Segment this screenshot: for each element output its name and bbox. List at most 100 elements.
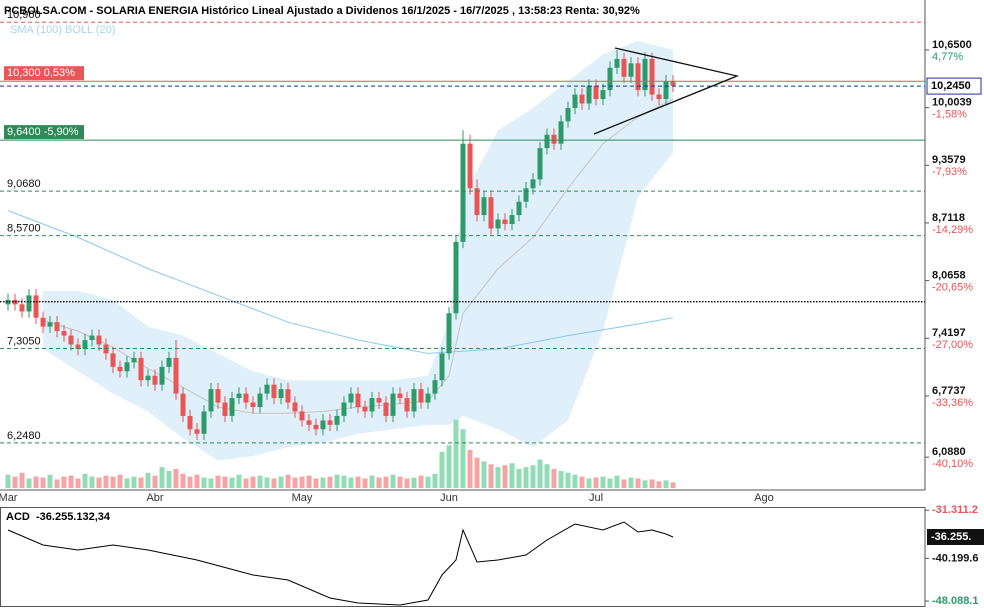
volume-bar (376, 477, 382, 488)
overlay: 10,960 10,300 0,53% 10,2450 9,6400 -5,90% 9,… (0, 9, 984, 607)
candle-body (481, 197, 487, 216)
candle-body (509, 215, 515, 225)
y-tick-change: 4,77% (932, 51, 963, 63)
volume-bar (551, 469, 557, 488)
candle-body (145, 375, 151, 381)
candle-body (453, 241, 459, 314)
candle-body (313, 424, 319, 430)
volume-bar (103, 475, 109, 488)
acd-border (0, 507, 926, 607)
candle-body (418, 389, 424, 403)
volume-bar (320, 477, 326, 488)
candle-body (670, 81, 676, 86)
candle-body (488, 197, 494, 229)
candle-body (47, 322, 53, 327)
candle-body (432, 380, 438, 394)
candle-body (5, 299, 11, 305)
bollinger-mid (42, 98, 674, 414)
volume-bar (656, 481, 662, 488)
candle-body (243, 393, 249, 403)
x-tick-label: Ago (754, 492, 774, 504)
volume-bar (68, 475, 74, 488)
candle-body (82, 340, 88, 349)
candle-body (635, 63, 641, 91)
volume-bar (614, 475, 620, 488)
candle-body (68, 335, 74, 345)
candle-body (166, 357, 172, 367)
candle-body (537, 148, 543, 180)
candle-body (180, 393, 186, 416)
volume-bar (12, 476, 18, 488)
candle-body (383, 402, 389, 416)
candle-body (523, 188, 529, 202)
candle-body (579, 94, 585, 104)
candle-body (397, 393, 403, 399)
volume-bar (243, 478, 249, 488)
candle-body (607, 67, 613, 91)
y-tick-change: -20,65% (932, 282, 973, 294)
candle-body (117, 366, 123, 372)
candle-body (649, 58, 655, 95)
volume-bar (124, 478, 130, 488)
volume-bar (117, 474, 123, 488)
candle-body (516, 201, 522, 216)
level-label: 6,2480 (7, 430, 41, 442)
candle-body (600, 90, 606, 100)
volume-bar (411, 477, 417, 488)
acd-tick-label: -31.311.2 (932, 504, 978, 516)
candle-body (390, 393, 396, 416)
indicators-label: SMA (100) BOLL (20) (10, 24, 115, 36)
level-label-box (4, 66, 84, 81)
candle-body (285, 389, 291, 403)
candle-body (572, 94, 578, 108)
volume-bar (173, 469, 179, 488)
volume-bar (355, 476, 361, 488)
candle-body (348, 393, 354, 403)
level-label: 10,300 0,53% (7, 67, 75, 79)
y-tick-label: 10,0039 (932, 97, 972, 109)
x-tick-label: Jun (440, 492, 458, 504)
volume-bar (19, 472, 25, 488)
level-label: 8,5700 (7, 223, 41, 235)
volume-bar (54, 479, 60, 488)
volume-bar (530, 465, 536, 488)
volume-bar (446, 445, 452, 488)
volume-bar (432, 473, 438, 488)
volume-bar (187, 476, 193, 488)
candle-body (614, 58, 620, 68)
candle-body (215, 389, 221, 403)
volume-bar (229, 477, 235, 488)
volume-bar (523, 467, 529, 488)
volume-bar (292, 477, 298, 488)
candle-body (173, 357, 179, 394)
volume-bar (201, 477, 207, 488)
y-tick-change: -27,00% (932, 339, 973, 351)
candle-body (236, 393, 242, 399)
level-label: 10,960 (7, 9, 41, 21)
candle-body (376, 398, 382, 403)
volume-bar (642, 480, 648, 488)
candle-body (124, 362, 130, 372)
volume-bar (327, 476, 333, 488)
candle-body (271, 384, 277, 399)
y-tick-label: 6,0880 (932, 446, 966, 458)
level-label: 9,6400 -5,90% (7, 126, 79, 138)
volume-bar (558, 470, 564, 488)
volume-bar (110, 476, 116, 488)
candle-body (362, 406, 368, 412)
y-tick-label: 10,6500 (932, 39, 972, 51)
volume-bar (481, 461, 487, 488)
volume-bar (600, 476, 606, 488)
candle-body (222, 402, 228, 416)
volume-bar (516, 469, 522, 488)
volume-bar (334, 474, 340, 488)
volume-bar (565, 472, 571, 488)
volume-bar (509, 463, 515, 488)
candle-body (110, 353, 116, 367)
candle-body (26, 295, 32, 312)
candle-body (327, 420, 333, 425)
candle-body (75, 344, 81, 349)
x-tick-label: Abr (146, 492, 163, 504)
candle-body (425, 393, 431, 403)
